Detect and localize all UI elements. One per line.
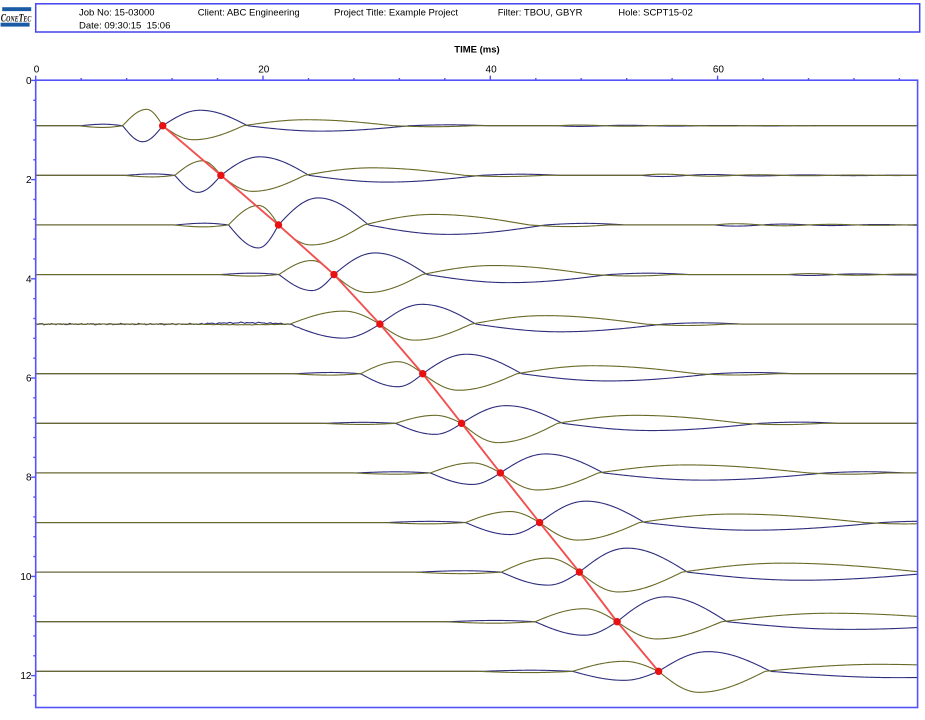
svg-text:Client: ABC Engineering: Client: ABC Engineering xyxy=(198,7,300,18)
svg-text:Filter: TBOU, GBYR: Filter: TBOU, GBYR xyxy=(498,7,583,18)
svg-text:4: 4 xyxy=(26,274,32,285)
svg-text:0: 0 xyxy=(26,76,32,87)
svg-text:Job No: 15-03000: Job No: 15-03000 xyxy=(79,7,155,18)
svg-text:TIME (ms): TIME (ms) xyxy=(454,45,499,56)
svg-text:CONETEC: CONETEC xyxy=(1,13,32,25)
svg-text:0: 0 xyxy=(34,64,40,75)
svg-text:10: 10 xyxy=(20,572,32,583)
svg-text:12: 12 xyxy=(20,671,32,682)
svg-text:8: 8 xyxy=(26,473,32,484)
svg-text:Project Title: Example Project: Project Title: Example Project xyxy=(334,7,458,18)
svg-text:40: 40 xyxy=(486,64,498,75)
svg-text:2: 2 xyxy=(26,175,32,186)
svg-text:60: 60 xyxy=(713,64,725,75)
svg-text:6: 6 xyxy=(26,374,32,385)
svg-text:Hole: SCPT15-02: Hole: SCPT15-02 xyxy=(618,7,692,18)
svg-text:Date: 09:30:15 15:06: Date: 09:30:15 15:06 xyxy=(79,20,170,31)
svg-text:20: 20 xyxy=(258,64,270,75)
